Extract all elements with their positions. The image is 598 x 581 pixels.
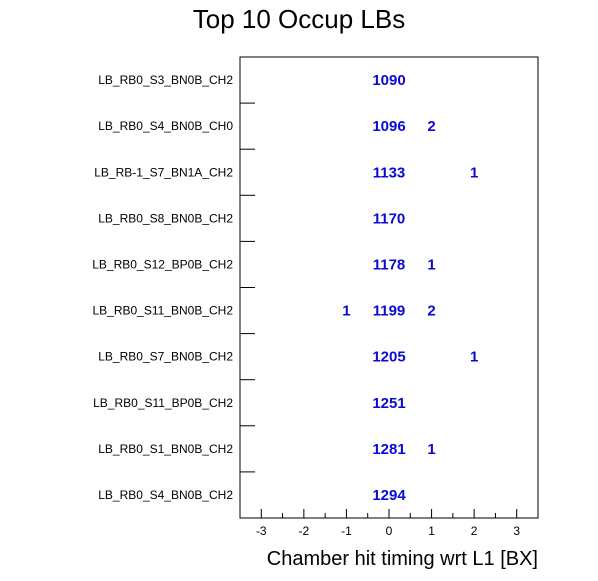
- cell-values: 1090 1096 2 1133 1 1170 1178 1 1 1199 2 1205 1 1251 12…: [342, 72, 478, 504]
- row-label: LB_RB0_S7_BN0B_CH2: [98, 350, 233, 364]
- cell-value: 1199: [373, 303, 406, 320]
- cell-value: 1170: [373, 210, 406, 227]
- cell-value: 1294: [372, 487, 406, 504]
- row-label: LB_RB0_S3_BN0B_CH2: [98, 73, 233, 87]
- cell-value: 1: [470, 164, 478, 181]
- row-label: LB_RB0_S11_BN0B_CH2: [92, 304, 233, 318]
- x-tick-label: -1: [341, 524, 352, 538]
- x-tick-label: -2: [299, 524, 310, 538]
- cell-value: 1133: [373, 164, 406, 181]
- row-label: LB_RB0_S8_BN0B_CH2: [98, 211, 233, 225]
- row-label: LB_RB-1_S7_BN1A_CH2: [94, 165, 233, 179]
- x-tick-label: -3: [256, 524, 267, 538]
- cell-value: 1: [342, 303, 350, 320]
- cell-value: 1205: [372, 349, 405, 366]
- x-tick-label: 1: [428, 524, 435, 538]
- cell-value: 1251: [372, 395, 405, 412]
- x-tick-label: 2: [471, 524, 478, 538]
- x-axis: -3 -2 -1 0 1 2 3: [239, 509, 539, 538]
- row-label: LB_RB0_S11_BP0B_CH2: [93, 396, 233, 410]
- cell-value: 1178: [373, 256, 406, 273]
- x-tick-label: 0: [386, 524, 393, 538]
- row-label: LB_RB0_S4_BN0B_CH0: [98, 119, 233, 133]
- row-label: LB_RB0_S1_BN0B_CH2: [98, 442, 233, 456]
- cell-value: 2: [427, 118, 435, 135]
- cell-value: 1: [427, 441, 435, 458]
- row-label: LB_RB0_S12_BP0B_CH2: [92, 257, 233, 271]
- cell-value: 1096: [372, 118, 405, 135]
- cell-value: 1281: [372, 441, 405, 458]
- y-axis: LB_RB0_S3_BN0B_CH2 LB_RB0_S4_BN0B_CH0 LB_R…: [92, 73, 255, 502]
- row-label: LB_RB0_S4_BN0B_CH2: [98, 488, 233, 502]
- x-tick-label: 3: [513, 524, 520, 538]
- x-axis-label: Chamber hit timing wrt L1 [BX]: [267, 548, 538, 570]
- cell-value: 1: [427, 256, 435, 273]
- cell-value: 1: [470, 349, 478, 366]
- cell-value: 1090: [372, 72, 405, 89]
- chart-title: Top 10 Occup LBs: [193, 4, 405, 34]
- cell-value: 2: [427, 303, 435, 320]
